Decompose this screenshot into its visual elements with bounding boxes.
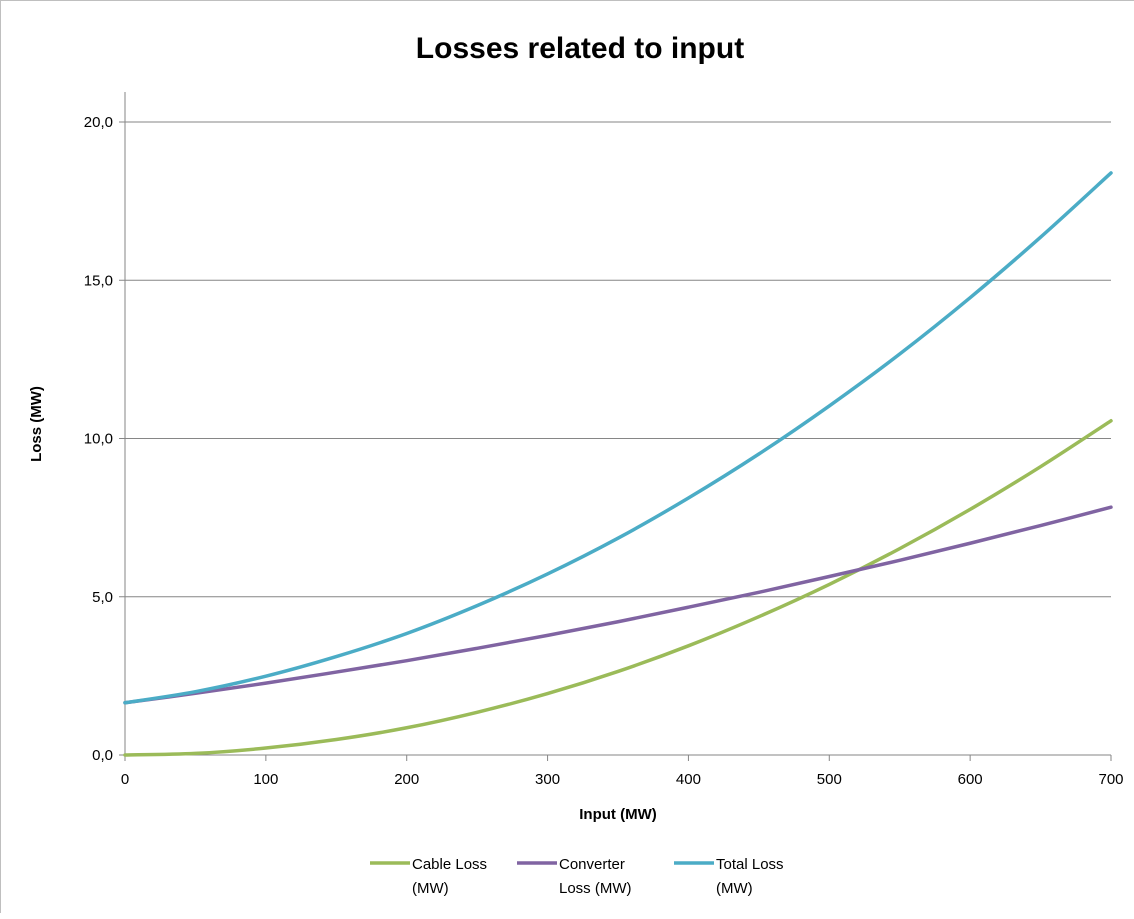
legend-item-total-loss: Total Loss (MW) <box>674 856 784 897</box>
y-tick-label: 15,0 <box>84 272 113 289</box>
legend-label: Loss (MW) <box>559 880 632 897</box>
gridlines <box>125 121 1111 598</box>
y-tick-label: 20,0 <box>84 114 113 131</box>
chart-title: Losses related to input <box>416 32 744 65</box>
legend-label: (MW) <box>412 880 449 897</box>
x-tick-label: 400 <box>676 771 701 788</box>
y-tick-label: 10,0 <box>84 431 113 448</box>
series-line-total-loss <box>123 171 1113 705</box>
x-tick-label: 300 <box>535 771 560 788</box>
legend: Cable Loss (MW) Converter Loss (MW) Total Lo… <box>370 856 784 897</box>
legend-label: (MW) <box>716 880 753 897</box>
y-axis-label: Loss (MW) <box>28 386 45 462</box>
x-tick-label: 700 <box>1098 771 1123 788</box>
tick-labels: 0,0 5,0 10,0 15,0 20,0 0 100 200 300 400 500 600 700 <box>84 114 1124 788</box>
x-tick-label: 500 <box>817 771 842 788</box>
axes <box>119 92 1112 761</box>
x-tick-label: 100 <box>253 771 278 788</box>
legend-label: Total Loss <box>716 856 784 873</box>
y-tick-label: 5,0 <box>92 589 113 606</box>
legend-label: Cable Loss <box>412 856 487 873</box>
legend-label: Converter <box>559 856 625 873</box>
x-tick-label: 0 <box>121 771 129 788</box>
series-lines <box>123 171 1113 757</box>
x-tick-label: 600 <box>958 771 983 788</box>
series-line-converter-loss <box>123 505 1113 705</box>
legend-item-converter-loss: Converter Loss (MW) <box>517 856 632 897</box>
series-line-cable-loss <box>123 419 1113 757</box>
y-tick-label: 0,0 <box>92 747 113 764</box>
legend-item-cable-loss: Cable Loss (MW) <box>370 856 487 897</box>
x-axis-label: Input (MW) <box>579 806 656 823</box>
x-tick-label: 200 <box>394 771 419 788</box>
